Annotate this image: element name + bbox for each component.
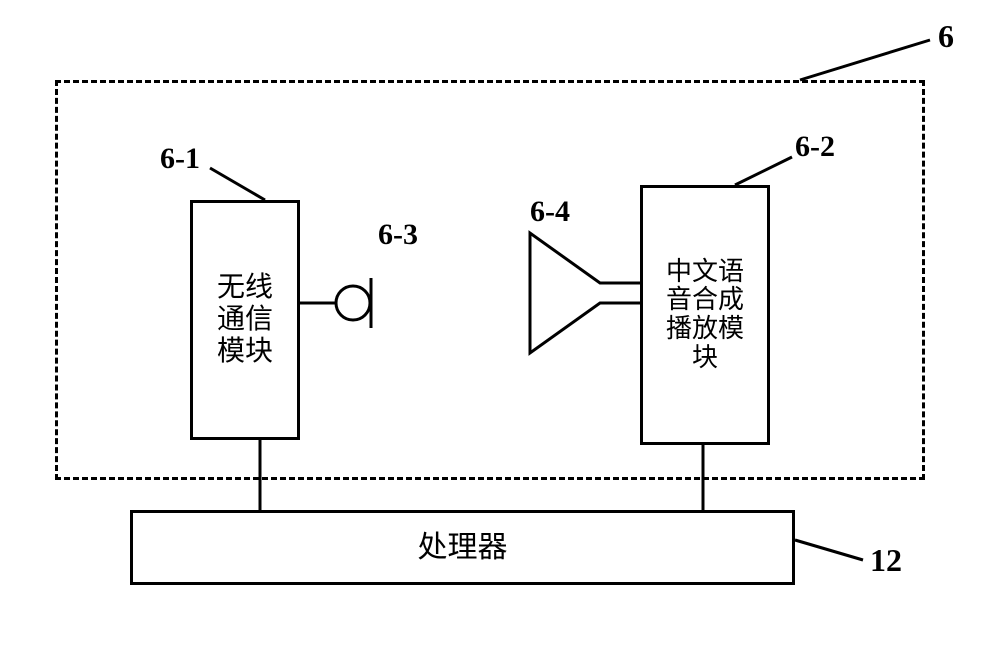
leader-6	[800, 40, 930, 80]
label-6-1: 6-1	[160, 142, 200, 176]
leader-12	[795, 540, 863, 560]
block-processor: 处理器	[130, 510, 795, 585]
block-tts-module: 中文语音合成播放模块	[640, 185, 770, 445]
label-6-3: 6-3	[378, 218, 418, 252]
block-wireless-module: 无线通信模块	[190, 200, 300, 440]
label-12: 12	[870, 542, 902, 579]
block-tts-text: 中文语音合成播放模块	[666, 258, 744, 372]
diagram-canvas: 无线通信模块 中文语音合成播放模块 处理器 6 6-1 6-2 6-3 6-4 …	[0, 0, 1000, 645]
label-6-4: 6-4	[530, 195, 570, 229]
label-6: 6	[938, 18, 954, 55]
block-wireless-text: 无线通信模块	[217, 272, 273, 369]
block-processor-text: 处理器	[418, 530, 508, 566]
label-6-2: 6-2	[795, 130, 835, 164]
